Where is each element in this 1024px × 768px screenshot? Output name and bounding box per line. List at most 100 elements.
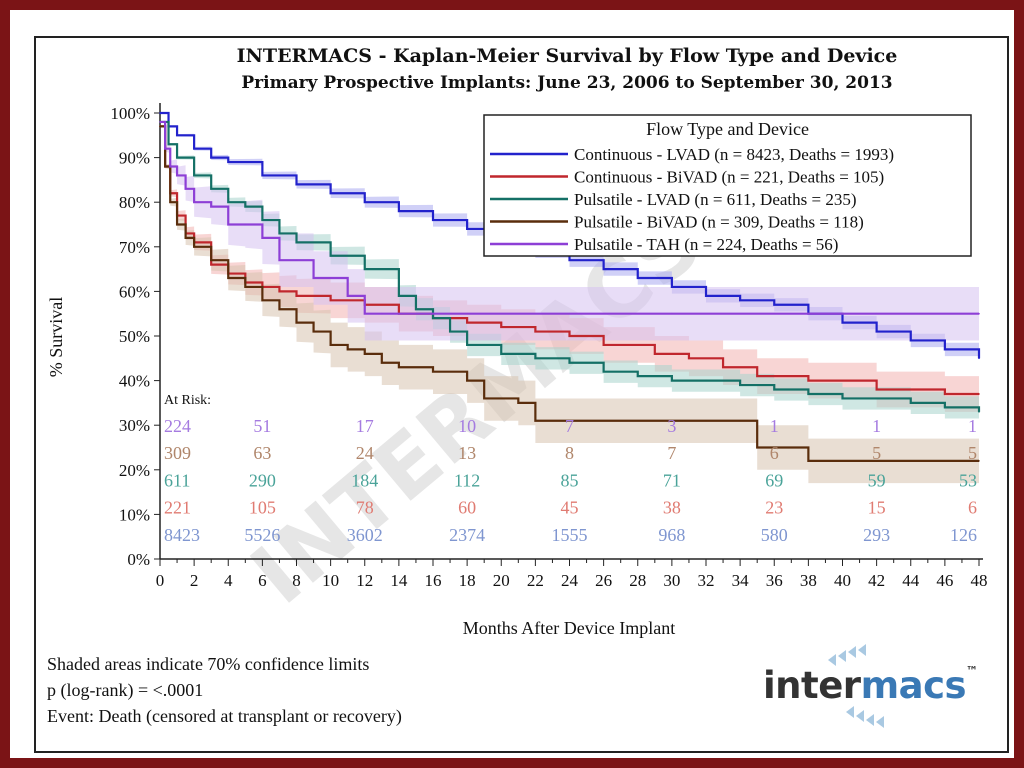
data-point bbox=[978, 357, 980, 360]
x-tick-label: 18 bbox=[459, 571, 476, 590]
x-tick-label: 46 bbox=[936, 571, 953, 590]
data-point bbox=[636, 375, 639, 377]
x-tick-label: 36 bbox=[766, 571, 783, 590]
data-point bbox=[227, 223, 230, 226]
data-point bbox=[585, 419, 588, 422]
confidence-band bbox=[160, 120, 979, 341]
at-risk-value: 59 bbox=[868, 470, 886, 490]
data-point bbox=[415, 308, 417, 311]
at-risk-value: 38 bbox=[663, 498, 681, 518]
logo-text-inter: inter bbox=[763, 664, 861, 707]
data-point bbox=[636, 419, 639, 422]
x-axis-label: Months After Device Implant bbox=[463, 618, 675, 638]
x-tick-label: 20 bbox=[493, 571, 510, 590]
data-point bbox=[381, 312, 383, 315]
at-risk-value: 3 bbox=[667, 416, 676, 436]
data-point bbox=[944, 348, 946, 351]
data-point bbox=[363, 353, 366, 355]
data-point bbox=[329, 299, 332, 302]
data-point bbox=[210, 259, 212, 261]
at-risk-value: 7 bbox=[667, 443, 676, 463]
data-point bbox=[159, 125, 161, 128]
at-risk-value: 968 bbox=[658, 525, 685, 545]
data-point bbox=[244, 223, 247, 226]
x-tick-label: 30 bbox=[663, 571, 680, 590]
data-point bbox=[807, 379, 810, 382]
plot-area: INTERMACS0%10%20%30%40%50%60%70%80%90%10… bbox=[110, 103, 988, 623]
data-point bbox=[500, 353, 503, 355]
x-tick-label: 0 bbox=[156, 571, 165, 590]
at-risk-value: 293 bbox=[863, 525, 890, 545]
data-point bbox=[517, 402, 520, 404]
y-tick-label: 20% bbox=[119, 461, 150, 480]
x-tick-label: 22 bbox=[527, 571, 544, 590]
at-risk-value: 5 bbox=[872, 443, 881, 463]
data-point bbox=[210, 188, 212, 190]
data-point bbox=[602, 370, 605, 373]
data-point bbox=[500, 326, 503, 328]
legend-box bbox=[483, 114, 972, 257]
y-tick-label: 70% bbox=[119, 238, 150, 257]
data-point bbox=[944, 393, 946, 395]
intermacs-logo: intermacs™ bbox=[763, 664, 978, 707]
at-risk-value: 15 bbox=[868, 498, 886, 518]
data-point bbox=[602, 268, 605, 270]
legend-label: Continuous - BiVAD (n = 221, Deaths = 10… bbox=[574, 168, 884, 187]
data-point bbox=[466, 344, 468, 346]
data-point bbox=[278, 308, 281, 311]
x-tick-label: 28 bbox=[629, 571, 646, 590]
at-risk-value: 6 bbox=[770, 443, 779, 463]
at-risk-value: 1555 bbox=[552, 525, 588, 545]
data-point bbox=[909, 402, 912, 404]
y-tick-label: 30% bbox=[119, 416, 150, 435]
data-point bbox=[739, 419, 741, 422]
y-tick-label: 90% bbox=[119, 149, 150, 168]
at-risk-value: 3602 bbox=[347, 525, 383, 545]
data-point bbox=[432, 370, 434, 373]
footnote-pvalue: p (log-rank) = <.0001 bbox=[47, 680, 204, 700]
data-point bbox=[244, 205, 247, 208]
data-point bbox=[773, 388, 776, 391]
data-point bbox=[807, 393, 810, 395]
at-risk-value: 8 bbox=[565, 443, 574, 463]
data-point bbox=[381, 361, 383, 364]
data-point bbox=[329, 344, 332, 346]
x-tick-label: 48 bbox=[971, 571, 988, 590]
data-point bbox=[244, 286, 247, 288]
at-risk-value: 126 bbox=[950, 525, 977, 545]
data-point bbox=[193, 174, 195, 177]
data-point bbox=[841, 321, 844, 324]
data-point bbox=[210, 205, 212, 208]
data-point bbox=[483, 397, 485, 400]
y-axis-label: % Survival bbox=[46, 297, 66, 378]
data-point bbox=[227, 277, 230, 279]
y-tick-label: 60% bbox=[119, 282, 150, 301]
legend-label: Pulsatile - BiVAD (n = 309, Deaths = 118… bbox=[574, 213, 864, 232]
data-point bbox=[329, 254, 332, 257]
data-point bbox=[261, 237, 264, 239]
data-point bbox=[176, 223, 178, 226]
data-point bbox=[363, 312, 366, 315]
data-point bbox=[169, 201, 172, 203]
data-point bbox=[688, 357, 690, 360]
at-risk-value: 611 bbox=[164, 470, 190, 490]
data-point bbox=[449, 330, 451, 333]
x-tick-label: 44 bbox=[902, 571, 920, 590]
logo-trademark: ™ bbox=[966, 664, 978, 678]
data-point bbox=[875, 312, 878, 315]
x-tick-label: 8 bbox=[292, 571, 301, 590]
data-point bbox=[169, 165, 172, 168]
at-risk-label: At Risk: bbox=[164, 393, 211, 408]
at-risk-value: 53 bbox=[959, 470, 977, 490]
data-point bbox=[875, 460, 878, 462]
data-point bbox=[432, 219, 434, 221]
data-point bbox=[278, 290, 281, 293]
data-point bbox=[176, 134, 178, 137]
x-tick-label: 6 bbox=[258, 571, 267, 590]
data-point bbox=[807, 460, 810, 462]
data-point bbox=[193, 201, 195, 203]
x-tick-label: 14 bbox=[390, 571, 408, 590]
data-point bbox=[841, 397, 844, 400]
data-point bbox=[654, 353, 656, 355]
at-risk-value: 17 bbox=[356, 416, 374, 436]
